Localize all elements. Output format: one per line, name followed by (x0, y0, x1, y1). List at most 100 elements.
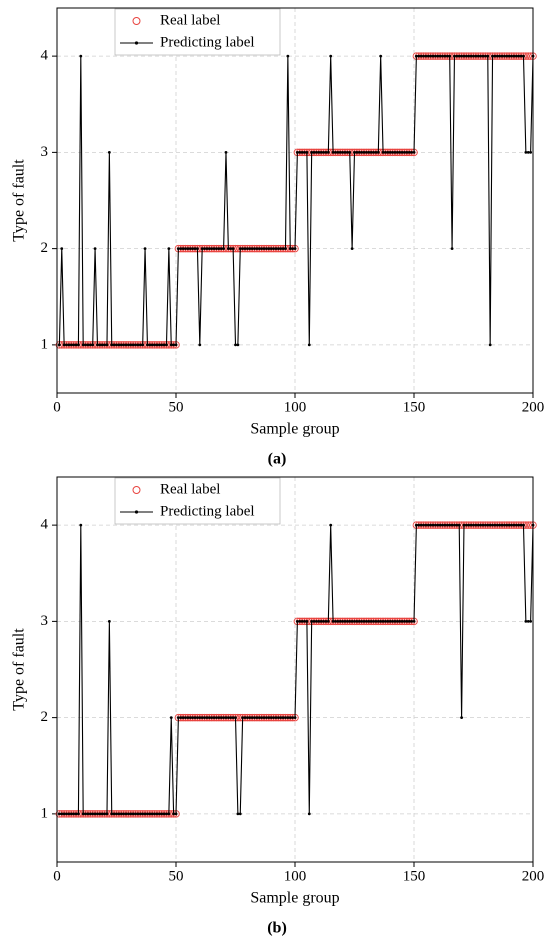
point (265, 247, 268, 251)
caption: (a) (268, 451, 287, 468)
legend-marker (132, 17, 141, 25)
point (272, 716, 275, 720)
point (257, 247, 261, 251)
point (253, 247, 256, 251)
point (407, 619, 411, 623)
point (393, 619, 397, 623)
point (86, 343, 90, 347)
point (505, 523, 509, 527)
point (255, 247, 259, 251)
point (307, 343, 311, 347)
x-tick-label: 50 (169, 868, 184, 884)
point (374, 150, 378, 154)
y-tick-label: 2 (41, 240, 49, 256)
y-axis-label: Type of fault (11, 159, 28, 242)
point (79, 523, 83, 527)
point (431, 54, 435, 58)
point (505, 54, 509, 58)
point (243, 247, 247, 251)
point (500, 523, 504, 527)
point (524, 150, 528, 154)
point (436, 54, 440, 58)
point (150, 812, 154, 816)
point (298, 150, 302, 154)
point (372, 619, 375, 623)
point (376, 619, 380, 623)
point (224, 150, 228, 154)
point (141, 812, 145, 816)
point (426, 54, 430, 58)
point (198, 716, 202, 720)
point (288, 247, 292, 251)
point (324, 619, 328, 623)
point (353, 150, 356, 154)
x-tick-label: 100 (284, 868, 307, 884)
point (74, 343, 78, 347)
y-tick-label: 1 (41, 805, 49, 821)
legend-box (114, 8, 281, 56)
point (317, 150, 321, 154)
point (355, 619, 359, 623)
point (246, 247, 249, 251)
point (448, 523, 452, 527)
point (391, 619, 394, 623)
point (388, 619, 392, 623)
point (203, 716, 206, 720)
point (379, 54, 383, 58)
point (398, 619, 402, 623)
point (405, 619, 409, 623)
point (331, 150, 335, 154)
point (62, 343, 66, 347)
point (62, 812, 66, 816)
point (138, 812, 142, 816)
point (336, 619, 340, 623)
point (341, 619, 344, 623)
point (153, 343, 156, 347)
point (524, 619, 528, 623)
point (284, 247, 287, 251)
point (322, 619, 325, 623)
point (131, 343, 135, 347)
y-tick-label: 4 (41, 517, 49, 533)
point (488, 523, 492, 527)
point (517, 54, 521, 58)
point (126, 812, 130, 816)
point (493, 54, 497, 58)
point (210, 716, 214, 720)
point (124, 812, 128, 816)
point (67, 343, 71, 347)
point (476, 523, 480, 527)
point (260, 247, 264, 251)
legend-label: Predicting label (160, 503, 255, 519)
point (203, 247, 206, 251)
point (107, 150, 111, 154)
point (376, 150, 380, 154)
point (300, 619, 304, 623)
point (262, 247, 266, 251)
point (119, 812, 123, 816)
point (184, 716, 187, 720)
point (295, 619, 299, 623)
point (495, 523, 499, 527)
point (65, 343, 68, 347)
point (134, 812, 137, 816)
point (467, 523, 471, 527)
point (236, 343, 240, 347)
point (460, 716, 463, 720)
point (212, 247, 216, 251)
point (272, 247, 275, 251)
point (464, 54, 468, 58)
point (514, 54, 518, 58)
point (219, 247, 223, 251)
point (222, 716, 226, 720)
point (343, 619, 347, 623)
point (310, 150, 314, 154)
y-tick-label: 1 (41, 336, 49, 352)
point (105, 812, 109, 816)
point (438, 54, 442, 58)
point (274, 247, 278, 251)
point (215, 247, 218, 251)
point (243, 716, 247, 720)
point (372, 150, 375, 154)
point (234, 716, 237, 720)
